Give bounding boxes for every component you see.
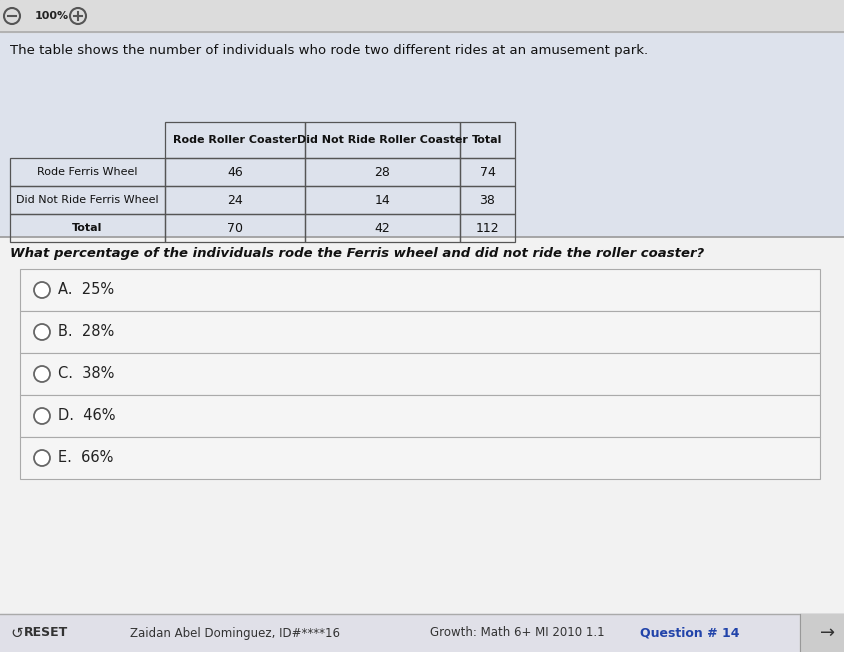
Text: ↺: ↺ [10,625,23,640]
Bar [10,214,165,242]
Bar [20,395,819,437]
Text: 24: 24 [227,194,242,207]
Bar [10,158,165,186]
Text: D.  46%: D. 46% [58,409,116,424]
Circle shape [34,324,50,340]
Text: Question # 14: Question # 14 [639,627,738,640]
Bar [305,186,459,214]
Bar [305,122,459,158]
Circle shape [34,282,50,298]
Text: 112: 112 [475,222,499,235]
Text: What percentage of the individuals rode the Ferris wheel and did not ride the ro: What percentage of the individuals rode … [10,247,703,260]
Text: 42: 42 [374,222,390,235]
Bar [165,214,305,242]
Text: →: → [819,624,834,642]
Text: Did Not Ride Roller Coaster: Did Not Ride Roller Coaster [297,135,468,145]
Text: B.  28%: B. 28% [58,325,114,340]
Bar [305,158,459,186]
Bar [165,158,305,186]
Bar [0,32,844,237]
Text: Zaidan Abel Dominguez, ID#****16: Zaidan Abel Dominguez, ID#****16 [130,627,339,640]
Text: Rode Ferris Wheel: Rode Ferris Wheel [37,167,138,177]
Bar [165,122,305,158]
Circle shape [34,450,50,466]
Bar [0,614,844,652]
Bar [0,0,844,32]
Text: E.  66%: E. 66% [58,451,113,466]
Bar [459,122,514,158]
Text: Rode Roller Coaster: Rode Roller Coaster [173,135,296,145]
Text: Total: Total [73,223,103,233]
Bar [165,186,305,214]
Bar [305,214,459,242]
Bar [0,237,844,614]
Bar [459,214,514,242]
Bar [459,158,514,186]
Bar [20,353,819,395]
Text: Did Not Ride Ferris Wheel: Did Not Ride Ferris Wheel [16,195,159,205]
Text: 46: 46 [227,166,242,179]
Text: 28: 28 [374,166,390,179]
Bar [799,614,844,652]
Circle shape [34,366,50,382]
Bar [20,437,819,479]
Circle shape [34,408,50,424]
Text: 74: 74 [479,166,495,179]
Text: The table shows the number of individuals who rode two different rides at an amu: The table shows the number of individual… [10,44,647,57]
Text: C.  38%: C. 38% [58,366,114,381]
Bar [10,186,165,214]
Bar [20,269,819,311]
Bar [459,186,514,214]
Text: Total: Total [472,135,502,145]
Text: 14: 14 [374,194,390,207]
Text: 38: 38 [479,194,495,207]
Text: 70: 70 [227,222,243,235]
Text: A.  25%: A. 25% [58,282,114,297]
Text: 100%: 100% [35,11,69,21]
Text: Growth: Math 6+ MI 2010 1.1: Growth: Math 6+ MI 2010 1.1 [430,627,604,640]
Bar [20,311,819,353]
Text: RESET: RESET [24,627,68,640]
